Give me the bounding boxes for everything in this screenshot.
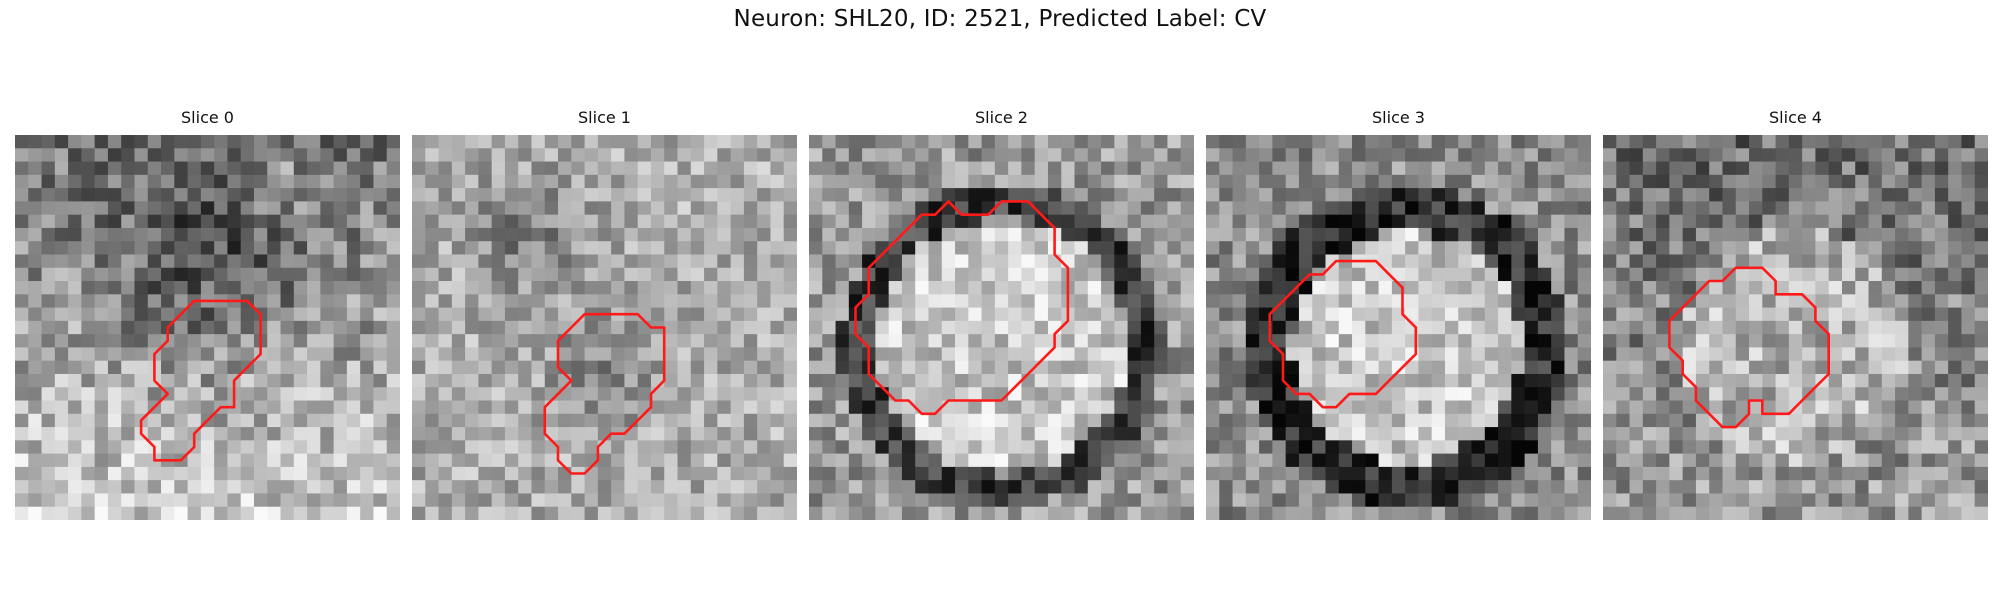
slice-image-2: [809, 135, 1194, 520]
slice-image-1: [412, 135, 797, 520]
slice-title-0: Slice 0: [181, 108, 234, 127]
segmentation-contour: [854, 200, 1070, 416]
pixel-grid: [15, 135, 400, 520]
slice-image-4: [1603, 135, 1988, 520]
slice-title-2: Slice 2: [975, 108, 1028, 127]
pixel-grid: [1603, 135, 1988, 520]
pixel-grid: [809, 135, 1194, 520]
slice-title-4: Slice 4: [1769, 108, 1822, 127]
segmentation-contour: [543, 312, 666, 475]
pixel-grid: [1206, 135, 1591, 520]
figure-title: Neuron: SHL20, ID: 2521, Predicted Label…: [733, 6, 1267, 32]
segmentation-contour: [1668, 266, 1830, 429]
segmentation-contour: [1268, 259, 1418, 409]
segmentation-contour: [139, 299, 262, 462]
slice-image-0: [15, 135, 400, 520]
slice-title-1: Slice 1: [578, 108, 631, 127]
pixel-grid: [412, 135, 797, 520]
slice-image-3: [1206, 135, 1591, 520]
slice-title-3: Slice 3: [1372, 108, 1425, 127]
